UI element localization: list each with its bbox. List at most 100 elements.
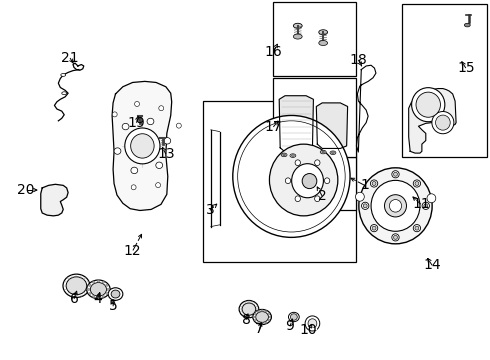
Text: 7: 7 bbox=[255, 322, 264, 336]
Ellipse shape bbox=[393, 235, 397, 239]
Ellipse shape bbox=[356, 192, 364, 201]
Ellipse shape bbox=[305, 316, 320, 331]
Ellipse shape bbox=[131, 134, 154, 158]
Ellipse shape bbox=[432, 112, 454, 134]
Text: 3: 3 bbox=[205, 203, 214, 217]
Ellipse shape bbox=[254, 313, 256, 315]
Text: 5: 5 bbox=[109, 299, 118, 313]
Polygon shape bbox=[409, 89, 456, 153]
Ellipse shape bbox=[412, 87, 445, 122]
Ellipse shape bbox=[413, 180, 420, 187]
Ellipse shape bbox=[324, 178, 330, 184]
Ellipse shape bbox=[422, 202, 429, 210]
Ellipse shape bbox=[63, 274, 90, 297]
Text: 17: 17 bbox=[265, 120, 282, 134]
Text: 14: 14 bbox=[423, 258, 441, 273]
Ellipse shape bbox=[89, 292, 91, 294]
Text: 19: 19 bbox=[128, 116, 146, 130]
Ellipse shape bbox=[292, 155, 294, 157]
Ellipse shape bbox=[308, 319, 317, 328]
Ellipse shape bbox=[436, 115, 450, 130]
Ellipse shape bbox=[106, 284, 108, 286]
Ellipse shape bbox=[111, 290, 120, 298]
Ellipse shape bbox=[416, 92, 441, 117]
Ellipse shape bbox=[292, 164, 323, 198]
Ellipse shape bbox=[176, 123, 181, 128]
Ellipse shape bbox=[392, 234, 399, 241]
Ellipse shape bbox=[290, 154, 296, 157]
Ellipse shape bbox=[393, 172, 397, 176]
Ellipse shape bbox=[92, 296, 95, 298]
Ellipse shape bbox=[87, 288, 90, 291]
Ellipse shape bbox=[125, 128, 160, 164]
Ellipse shape bbox=[239, 301, 259, 318]
Bar bbox=[402, 4, 487, 157]
Polygon shape bbox=[317, 103, 347, 148]
Ellipse shape bbox=[102, 296, 104, 298]
Ellipse shape bbox=[269, 316, 271, 318]
Ellipse shape bbox=[322, 151, 325, 153]
Ellipse shape bbox=[107, 288, 109, 291]
Ellipse shape bbox=[427, 194, 436, 203]
Ellipse shape bbox=[92, 281, 95, 283]
Ellipse shape bbox=[156, 183, 161, 188]
Ellipse shape bbox=[424, 204, 428, 208]
Ellipse shape bbox=[253, 310, 271, 324]
Ellipse shape bbox=[385, 195, 407, 217]
Ellipse shape bbox=[319, 30, 328, 35]
Ellipse shape bbox=[87, 280, 110, 299]
Ellipse shape bbox=[66, 277, 87, 295]
Ellipse shape bbox=[62, 92, 67, 95]
Ellipse shape bbox=[295, 160, 300, 166]
Text: 11: 11 bbox=[412, 197, 430, 211]
Text: 4: 4 bbox=[93, 292, 102, 306]
Text: 20: 20 bbox=[17, 183, 35, 197]
Ellipse shape bbox=[371, 180, 420, 231]
Ellipse shape bbox=[392, 171, 399, 178]
Ellipse shape bbox=[159, 106, 164, 111]
Ellipse shape bbox=[362, 202, 369, 210]
Ellipse shape bbox=[112, 112, 117, 117]
Ellipse shape bbox=[315, 160, 320, 166]
Ellipse shape bbox=[289, 312, 299, 321]
Ellipse shape bbox=[265, 311, 267, 312]
Text: 6: 6 bbox=[70, 292, 78, 306]
Text: 13: 13 bbox=[157, 147, 174, 161]
Ellipse shape bbox=[302, 174, 317, 189]
Ellipse shape bbox=[270, 144, 338, 216]
Ellipse shape bbox=[253, 316, 255, 318]
Text: 9: 9 bbox=[286, 319, 294, 333]
Text: 8: 8 bbox=[242, 313, 250, 327]
Ellipse shape bbox=[415, 181, 419, 185]
Ellipse shape bbox=[97, 297, 99, 299]
Ellipse shape bbox=[106, 292, 108, 294]
Polygon shape bbox=[41, 184, 68, 216]
Ellipse shape bbox=[291, 314, 297, 320]
Ellipse shape bbox=[370, 180, 378, 187]
Ellipse shape bbox=[254, 319, 256, 321]
Ellipse shape bbox=[135, 102, 140, 107]
Bar bbox=[203, 101, 356, 262]
Text: 12: 12 bbox=[124, 244, 142, 258]
Ellipse shape bbox=[256, 312, 269, 322]
Ellipse shape bbox=[319, 41, 328, 45]
Polygon shape bbox=[279, 96, 314, 152]
Text: 10: 10 bbox=[300, 323, 318, 337]
Ellipse shape bbox=[281, 153, 287, 157]
Ellipse shape bbox=[164, 138, 171, 144]
Ellipse shape bbox=[295, 196, 300, 202]
Text: 1: 1 bbox=[360, 178, 369, 192]
Text: 21: 21 bbox=[61, 51, 79, 65]
Text: 2: 2 bbox=[318, 189, 326, 203]
Ellipse shape bbox=[89, 284, 91, 286]
Bar bbox=[273, 78, 356, 157]
Ellipse shape bbox=[268, 319, 270, 321]
Ellipse shape bbox=[320, 150, 326, 154]
Ellipse shape bbox=[242, 303, 256, 315]
Ellipse shape bbox=[233, 116, 350, 237]
Ellipse shape bbox=[315, 196, 320, 202]
Ellipse shape bbox=[102, 281, 104, 283]
Text: 18: 18 bbox=[349, 53, 367, 67]
Bar bbox=[273, 157, 356, 211]
Ellipse shape bbox=[413, 225, 420, 232]
